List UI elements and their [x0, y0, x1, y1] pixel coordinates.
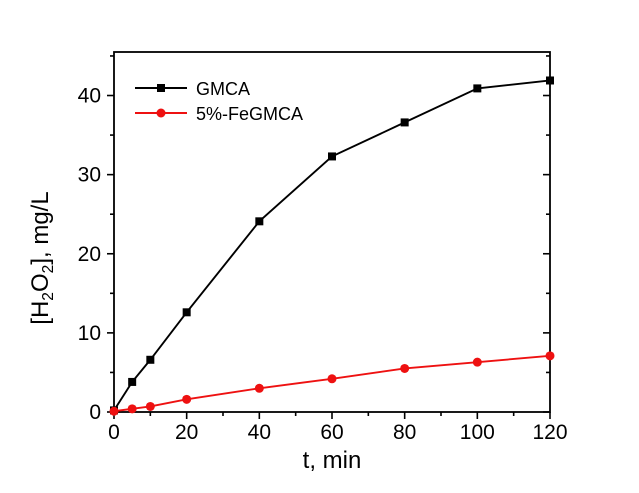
data-point-GMCA	[182, 308, 191, 317]
data-point-5%-FeGMCA	[109, 406, 119, 416]
data-point-GMCA	[128, 377, 137, 386]
data-point-GMCA	[146, 355, 155, 364]
x-tick-label: 20	[175, 421, 198, 444]
data-point-5%-FeGMCA	[182, 394, 192, 404]
data-point-GMCA	[255, 217, 264, 226]
legend-marker-GMCA	[157, 84, 165, 92]
data-point-5%-FeGMCA	[472, 357, 482, 367]
data-point-5%-FeGMCA	[400, 363, 410, 373]
y-tick-label: 40	[78, 85, 101, 108]
x-tick-label: 100	[460, 421, 495, 444]
x-tick-label: 120	[532, 421, 567, 444]
plot-area	[113, 51, 551, 413]
x-tick-label: 60	[320, 421, 343, 444]
legend-label-5%-FeGMCA: 5%-FeGMCA	[196, 104, 303, 124]
data-point-5%-FeGMCA	[254, 383, 264, 393]
x-tick-label: 40	[248, 421, 271, 444]
x-tick-label: 80	[393, 421, 416, 444]
data-point-GMCA	[473, 84, 482, 93]
series-line-5%-FeGMCA	[113, 354, 551, 413]
data-point-5%-FeGMCA	[145, 401, 155, 411]
y-tick-label: 20	[78, 243, 101, 266]
x-axis-label: t, min	[303, 447, 362, 474]
y-tick-label: 0	[89, 401, 101, 424]
legend-marker-5%-FeGMCA	[156, 108, 166, 118]
y-tick-label: 10	[78, 322, 101, 345]
data-point-GMCA	[328, 152, 336, 161]
x-tick-label: 0	[108, 421, 120, 444]
data-point-5%-FeGMCA	[545, 351, 555, 361]
data-point-GMCA	[400, 118, 409, 127]
data-point-5%-FeGMCA	[127, 404, 137, 414]
legend-label-GMCA: GMCA	[196, 79, 250, 99]
y-axis-label: [H2O2], mg/L	[27, 191, 57, 324]
y-tick-label: 30	[78, 164, 101, 187]
data-point-5%-FeGMCA	[327, 374, 337, 384]
data-point-GMCA	[546, 76, 554, 85]
